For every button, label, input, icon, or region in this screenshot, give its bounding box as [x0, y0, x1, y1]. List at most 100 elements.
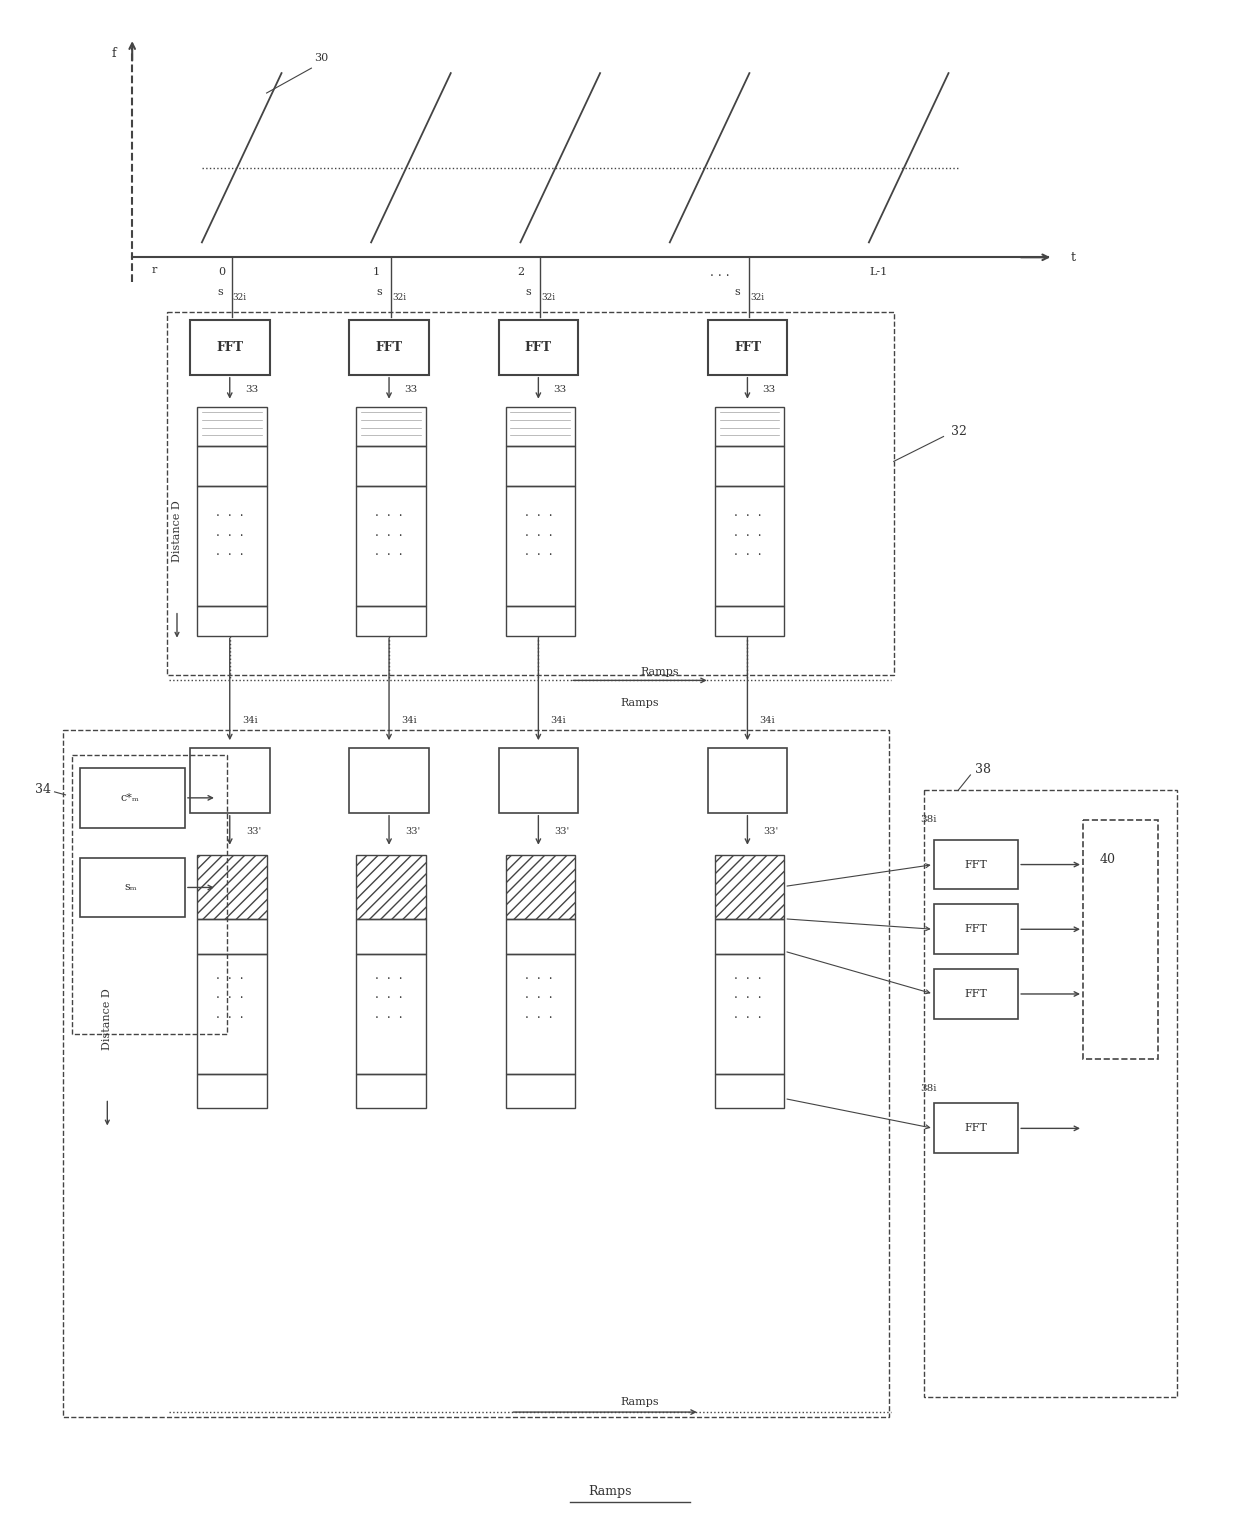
Bar [197, 954, 267, 1073]
Bar [350, 748, 429, 812]
Bar [714, 486, 784, 606]
Bar [714, 446, 784, 486]
Bar [167, 313, 894, 676]
Text: ·  ·  ·: · · · [376, 1012, 403, 1026]
Bar [356, 954, 425, 1073]
Text: t: t [1070, 251, 1075, 264]
Bar [714, 406, 784, 446]
Text: 33': 33' [246, 828, 262, 835]
Bar [81, 768, 185, 828]
Text: 34i: 34i [401, 716, 417, 725]
Text: ·  ·  ·: · · · [216, 972, 243, 986]
Text: sₘ: sₘ [124, 883, 136, 892]
Text: ·  ·  ·: · · · [216, 1012, 243, 1026]
Bar [62, 730, 889, 1416]
Bar [356, 446, 425, 486]
Text: ·  ·  ·: · · · [376, 529, 403, 543]
Text: 33': 33' [554, 828, 570, 835]
Bar [506, 920, 575, 954]
Text: FFT: FFT [963, 924, 987, 934]
Bar [498, 748, 578, 812]
Bar [197, 606, 267, 636]
Bar [356, 606, 425, 636]
Text: FFT: FFT [525, 342, 552, 354]
Text: s: s [217, 287, 223, 297]
Text: s: s [734, 287, 740, 297]
Bar [498, 320, 578, 374]
Bar [714, 1073, 784, 1108]
Text: 1: 1 [372, 267, 379, 277]
Text: FFT: FFT [216, 342, 243, 354]
Bar [934, 969, 1018, 1019]
Text: f: f [112, 46, 117, 60]
Text: L-1: L-1 [869, 267, 888, 277]
Text: ·  ·  ·: · · · [734, 1012, 761, 1026]
Text: 34i: 34i [242, 716, 258, 725]
Text: ·  ·  ·: · · · [376, 992, 403, 1006]
Text: 0: 0 [218, 267, 226, 277]
Bar [506, 1073, 575, 1108]
Bar [708, 320, 787, 374]
Bar [197, 446, 267, 486]
Text: ·  ·  ·: · · · [734, 549, 761, 563]
Text: FFT: FFT [963, 989, 987, 1000]
Text: 40: 40 [1100, 852, 1116, 866]
Text: ·  ·  ·: · · · [525, 992, 552, 1006]
Text: Distance D: Distance D [172, 500, 182, 563]
Text: ·  ·  ·: · · · [525, 509, 552, 523]
Bar [708, 748, 787, 812]
Bar [197, 406, 267, 446]
Bar [190, 320, 269, 374]
Text: 33': 33' [405, 828, 420, 835]
Text: . . .: . . . [709, 265, 729, 279]
Bar [714, 954, 784, 1073]
Bar [356, 854, 425, 920]
Bar [506, 854, 575, 920]
Bar [506, 406, 575, 446]
Text: 38i: 38i [920, 816, 937, 825]
Text: 38: 38 [976, 763, 991, 777]
Text: FFT: FFT [734, 342, 761, 354]
Bar [506, 606, 575, 636]
Bar [81, 857, 185, 917]
Bar [356, 1073, 425, 1108]
Text: ·  ·  ·: · · · [734, 509, 761, 523]
Text: ·  ·  ·: · · · [376, 509, 403, 523]
Text: Distance D: Distance D [103, 987, 113, 1050]
Bar [72, 756, 227, 1033]
Text: 32i: 32i [392, 293, 405, 302]
Bar [506, 954, 575, 1073]
Text: r: r [151, 265, 156, 276]
Text: 34: 34 [35, 783, 51, 797]
Text: ·  ·  ·: · · · [216, 529, 243, 543]
Text: FFT: FFT [963, 860, 987, 869]
Text: c*ₘ: c*ₘ [120, 793, 140, 803]
Bar [934, 840, 1018, 889]
Text: 34i: 34i [551, 716, 567, 725]
Text: 34i: 34i [760, 716, 775, 725]
Bar [197, 920, 267, 954]
Bar [714, 854, 784, 920]
Bar [350, 320, 429, 374]
Text: ·  ·  ·: · · · [525, 972, 552, 986]
Text: Ramps: Ramps [641, 667, 680, 678]
Text: Ramps: Ramps [588, 1485, 632, 1498]
Text: 38i: 38i [920, 1084, 937, 1093]
Text: 32i: 32i [750, 293, 764, 302]
Bar [197, 854, 267, 920]
Text: s: s [526, 287, 531, 297]
Text: 33: 33 [553, 385, 567, 394]
Text: 32: 32 [951, 425, 966, 438]
Text: ·  ·  ·: · · · [734, 529, 761, 543]
Bar [924, 789, 1178, 1397]
Text: 33': 33' [764, 828, 779, 835]
Text: FFT: FFT [376, 342, 403, 354]
Bar [356, 486, 425, 606]
Text: 33: 33 [763, 385, 776, 394]
Text: 33: 33 [246, 385, 258, 394]
Text: ·  ·  ·: · · · [376, 972, 403, 986]
Text: ·  ·  ·: · · · [216, 549, 243, 563]
Text: ·  ·  ·: · · · [216, 992, 243, 1006]
Bar [934, 904, 1018, 954]
Bar [356, 920, 425, 954]
